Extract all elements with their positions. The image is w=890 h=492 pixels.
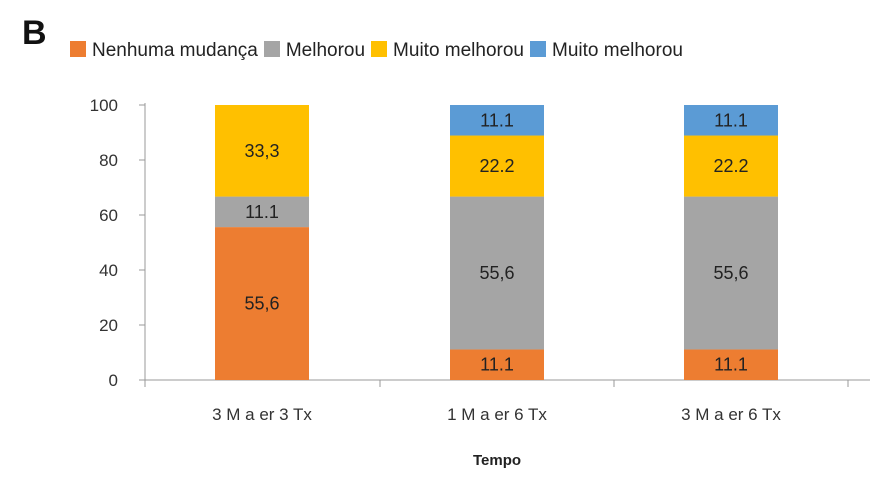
bar-data-label: 55,6 xyxy=(244,294,279,314)
y-tick-label: 80 xyxy=(99,151,118,170)
bar-segment xyxy=(215,227,309,380)
legend-label: Muito melhorou xyxy=(393,40,524,61)
y-tick-label: 40 xyxy=(99,261,118,280)
y-tick-label: 60 xyxy=(99,206,118,225)
bar-segment xyxy=(684,349,778,380)
bar-data-label: 22.2 xyxy=(713,156,748,176)
bar-segment xyxy=(215,196,309,228)
legend-item: Muito melhorou xyxy=(371,40,524,61)
legend: Nenhuma mudança Melhorou Muito melhorou Mui… xyxy=(70,40,689,62)
bar-data-label: 11.1 xyxy=(714,110,748,130)
y-tick-label: 20 xyxy=(99,316,118,335)
legend-label: Melhorou xyxy=(285,40,366,61)
bar-data-label: 55,6 xyxy=(713,263,748,283)
y-tick-label: 100 xyxy=(90,96,118,115)
bar-data-label: 33,3 xyxy=(244,141,279,161)
bar-segment xyxy=(450,135,544,197)
bar-data-label: 11.1 xyxy=(480,110,514,130)
legend-item: Nenhuma mudança xyxy=(70,40,258,61)
legend-item: Muito melhorou xyxy=(530,40,683,61)
legend-swatch xyxy=(70,41,86,57)
x-category-label: 3 M a er 6 Tx xyxy=(681,405,781,424)
bar-segment xyxy=(684,105,778,136)
bar-data-label: 55,6 xyxy=(479,263,514,283)
x-axis-title: Tempo xyxy=(473,452,521,469)
bar-segment xyxy=(450,349,544,380)
legend-swatch xyxy=(371,41,388,57)
y-tick-label: 0 xyxy=(109,371,118,390)
bar-segment xyxy=(450,105,544,136)
bar-segment xyxy=(215,105,309,197)
bar-segment xyxy=(684,135,778,197)
bar-data-label: 11.1 xyxy=(714,355,748,375)
x-category-label: 1 M a er 6 Tx xyxy=(447,405,547,424)
bar-data-label: 11.1 xyxy=(245,202,279,222)
legend-label: Nenhuma mudança xyxy=(92,40,258,61)
panel-letter: B xyxy=(22,14,47,52)
bar-segment xyxy=(684,196,778,350)
legend-label: Muito melhorou xyxy=(552,40,683,61)
x-category-label: 3 M a er 3 Tx xyxy=(212,405,312,424)
legend-item: Melhorou xyxy=(263,40,366,61)
bar-segment xyxy=(450,196,544,350)
bar-data-label: 22.2 xyxy=(479,156,514,176)
bar-data-label: 11.1 xyxy=(480,355,514,375)
legend-swatch xyxy=(530,41,546,57)
legend-swatch xyxy=(263,41,280,57)
